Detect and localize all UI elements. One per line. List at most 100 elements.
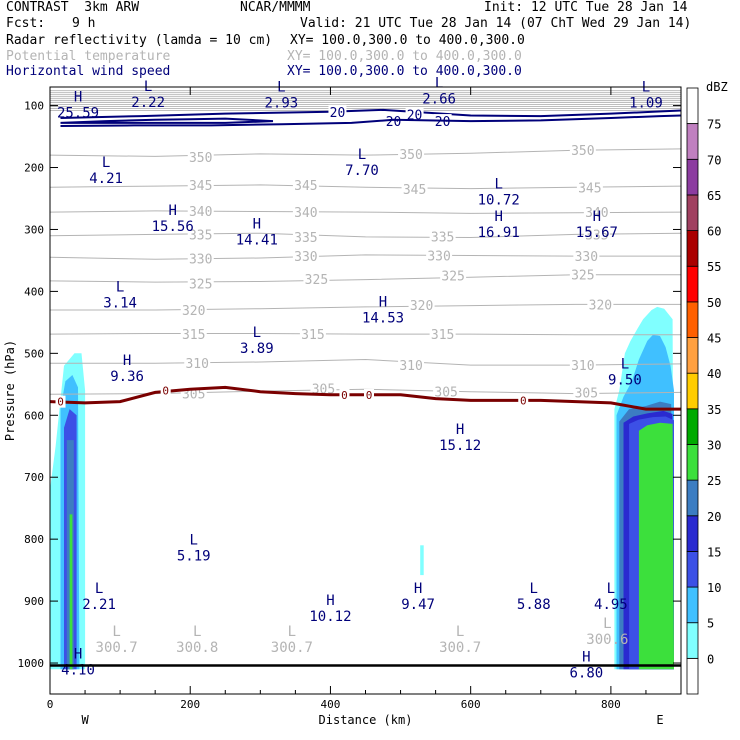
colorbar-label: 20 xyxy=(707,510,721,524)
freezing-level-label: 0 xyxy=(162,385,169,398)
wind-extremum-value: 10.12 xyxy=(309,609,351,625)
valid-time: Valid: 21 UTC Tue 28 Jan 14 (07 ChT Wed … xyxy=(300,16,692,31)
y-tick-label: 500 xyxy=(24,347,44,360)
y-tick-label: 900 xyxy=(24,595,44,608)
theta-contour-label: 350 xyxy=(399,148,422,163)
theta-label-bg xyxy=(187,251,214,266)
theta-contour-315 xyxy=(50,333,681,336)
colorbar-bin xyxy=(686,586,699,624)
theta-label-bg xyxy=(569,143,596,158)
wind-min-marker: L xyxy=(642,80,650,96)
theta-label-bg xyxy=(569,267,596,282)
wind-extremum-value: 4.95 xyxy=(594,597,628,613)
y-tick-label: 700 xyxy=(24,471,44,484)
colorbar-label: 45 xyxy=(707,332,721,346)
theta-contour-label: 345 xyxy=(403,183,426,198)
theta-contour-label: 325 xyxy=(441,269,464,284)
theta-label-bg xyxy=(573,249,600,264)
wind-min-marker: L xyxy=(494,176,502,192)
theta-label-bg xyxy=(292,249,319,264)
y-axis-title: Pressure (hPa) xyxy=(3,340,17,441)
theta-label-bg xyxy=(187,203,214,218)
colorbar-label: 70 xyxy=(707,153,721,167)
theta-contour-label: 305 xyxy=(575,386,598,401)
colorbar-label: 35 xyxy=(707,403,721,417)
theta-label-bg xyxy=(587,297,614,312)
theta-label-bg xyxy=(398,146,425,161)
reflectivity-area-5dbz xyxy=(420,545,424,576)
wind-extremum-value: 2.22 xyxy=(131,95,165,111)
theta-contour-layer: 350 350 350 345 345 345 345 340 340 340 335 335 335 3… xyxy=(50,90,681,403)
freezing-label-bg xyxy=(364,388,375,401)
wind-contour xyxy=(60,117,274,124)
wind-extremum-value: 15.67 xyxy=(576,225,618,241)
wind-extremum-value: 14.53 xyxy=(362,311,404,327)
wind-min-marker: L xyxy=(358,147,366,163)
theta-contour-label: 345 xyxy=(189,179,212,194)
extrema-layer: L2.22L2.93L2.66L1.09H25.59L4.21L7.70L10.… xyxy=(57,75,663,681)
wind-extremum-value: 5.19 xyxy=(177,548,211,564)
theta-contour-label: 350 xyxy=(189,151,212,166)
field-name-theta: Potential temperature xyxy=(6,49,171,64)
wind-label-bg xyxy=(405,107,424,122)
theta-label-bg xyxy=(429,327,456,342)
theta-label-bg xyxy=(583,227,610,242)
colorbar-label: 0 xyxy=(707,652,714,666)
wind-max-marker: H xyxy=(168,203,176,219)
theta-label-bg xyxy=(299,327,326,342)
field-xy-theta: XY= 100.0,300.0 to 400.0,300.0 xyxy=(287,49,522,64)
colorbar-bin xyxy=(686,87,699,125)
freezing-level-label: 0 xyxy=(520,394,527,407)
theta-label-bg xyxy=(303,272,330,287)
colorbar-label: 60 xyxy=(707,225,721,239)
wind-extremum-value: 9.36 xyxy=(110,369,144,385)
theta-surface-value: 300.7 xyxy=(271,640,313,656)
theta-contour-label: 315 xyxy=(301,328,324,343)
colorbar-label: 40 xyxy=(707,367,721,381)
wind-extremum-value: 15.56 xyxy=(152,219,194,235)
wind-extremum-value: 2.66 xyxy=(422,91,456,107)
field-xy-wind: XY= 100.0,300.0 to 400.0,300.0 xyxy=(287,64,522,79)
theta-label-bg xyxy=(440,268,467,283)
theta-contour-label: 330 xyxy=(189,253,212,268)
theta-contour-label: 310 xyxy=(399,359,422,374)
colorbar-label: 10 xyxy=(707,581,721,595)
reflectivity-area-30dbz xyxy=(638,422,674,670)
forecast-hour: 9 h xyxy=(72,16,96,31)
freezing-level-label: 0 xyxy=(366,389,373,402)
theta-label-bg xyxy=(583,205,610,220)
theta-label-bg xyxy=(187,276,214,291)
wind-extremum-value: 3.89 xyxy=(240,341,274,357)
theta-contour-label: 350 xyxy=(571,144,594,159)
theta-contour-label: 315 xyxy=(182,328,205,343)
theta-contour-label: 330 xyxy=(575,250,598,265)
theta-surface-value: 300.6 xyxy=(586,632,628,648)
theta-label-bg xyxy=(401,182,428,197)
y-tick-label: 800 xyxy=(24,533,44,546)
colorbar-bin xyxy=(686,158,699,196)
field-name-wind: Horizontal wind speed xyxy=(6,64,171,79)
x-tick-label: 400 xyxy=(321,698,341,711)
wind-extremum-value: 2.21 xyxy=(82,597,116,613)
colorbar-label: 65 xyxy=(707,189,721,203)
wind-extremum-value: 9.50 xyxy=(608,373,642,389)
wind-max-marker: H xyxy=(74,90,82,106)
theta-surface-value: 300.8 xyxy=(176,640,218,656)
wind-max-marker: H xyxy=(253,217,261,233)
y-tick-label: 400 xyxy=(24,285,44,298)
theta-contour-label: 330 xyxy=(294,250,317,265)
colorbar-label: 50 xyxy=(707,296,721,310)
theta-label-bg xyxy=(187,177,214,192)
wind-min-marker: L xyxy=(621,357,629,373)
theta-label-bg xyxy=(187,149,214,164)
wind-extremum-value: 4.21 xyxy=(89,171,123,187)
colorbar-bin xyxy=(686,479,699,517)
theta-label-bg xyxy=(573,385,600,400)
theta-contour-label: 345 xyxy=(578,181,601,196)
wind-contour-label: 20 xyxy=(435,115,451,130)
wind-contour xyxy=(60,108,681,119)
theta-label-bg xyxy=(187,227,214,242)
colorbar-bin xyxy=(686,194,699,231)
colorbar-label: 25 xyxy=(707,474,721,488)
theta-label-bg xyxy=(292,229,319,244)
